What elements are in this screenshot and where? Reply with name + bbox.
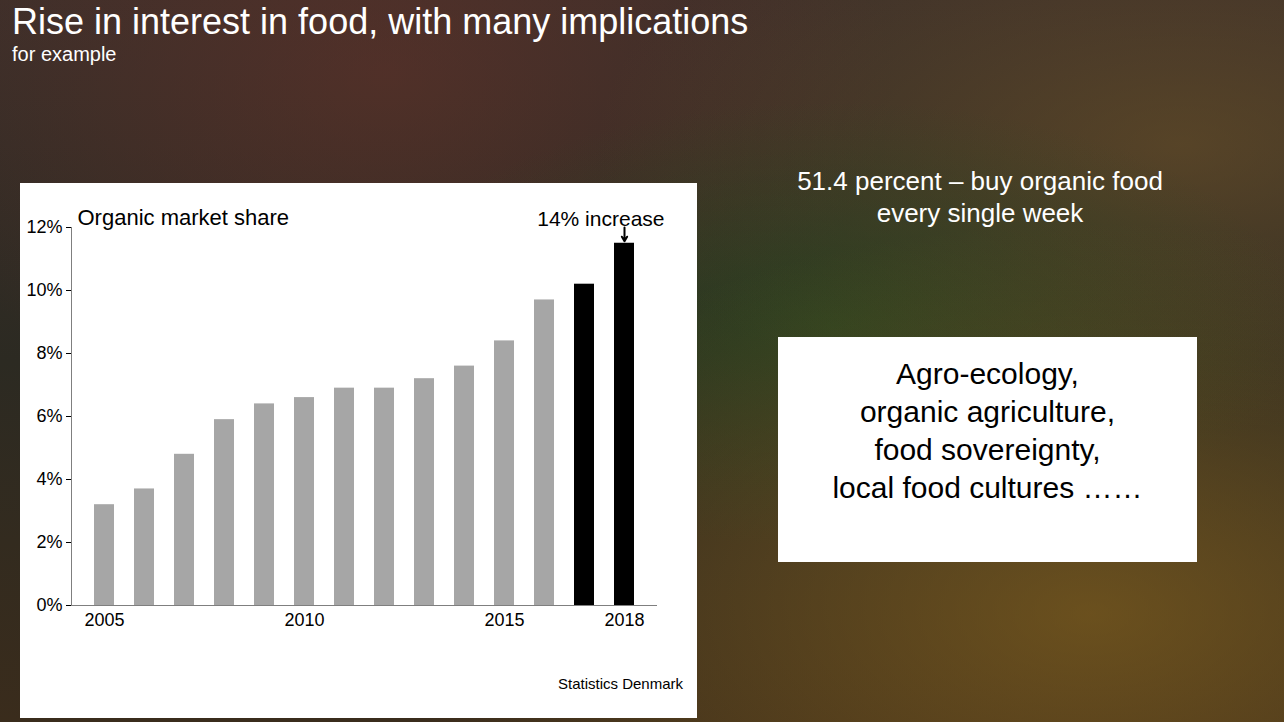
svg-text:2018: 2018: [604, 610, 644, 630]
svg-text:Organic market share: Organic market share: [78, 205, 290, 230]
svg-text:2%: 2%: [36, 532, 62, 552]
html-text:Agro-ecology, organic agricult: Agro-ecology, organic agriculture, food …: [832, 357, 1143, 504]
svg-text:12%: 12%: [26, 217, 62, 237]
svg-text:10%: 10%: [26, 280, 62, 300]
svg-text:4%: 4%: [36, 469, 62, 489]
html-text:for example: for example: [12, 43, 117, 65]
svg-text:2005: 2005: [84, 610, 124, 630]
svg-text:6%: 6%: [36, 406, 62, 426]
svg-text:2010: 2010: [284, 610, 324, 630]
svg-text:8%: 8%: [36, 343, 62, 363]
svg-text:2015: 2015: [484, 610, 524, 630]
html-text:Rise in interest in food, with: Rise in interest in food, with many impl…: [12, 1, 749, 42]
html-text:51.4 percent – buy organic foo: 51.4 percent – buy organic food every si…: [797, 166, 1163, 228]
svg-text:14% increase: 14% increase: [537, 207, 664, 230]
svg-text:0%: 0%: [36, 595, 62, 615]
html-text:Statistics Denmark: Statistics Denmark: [558, 675, 683, 692]
